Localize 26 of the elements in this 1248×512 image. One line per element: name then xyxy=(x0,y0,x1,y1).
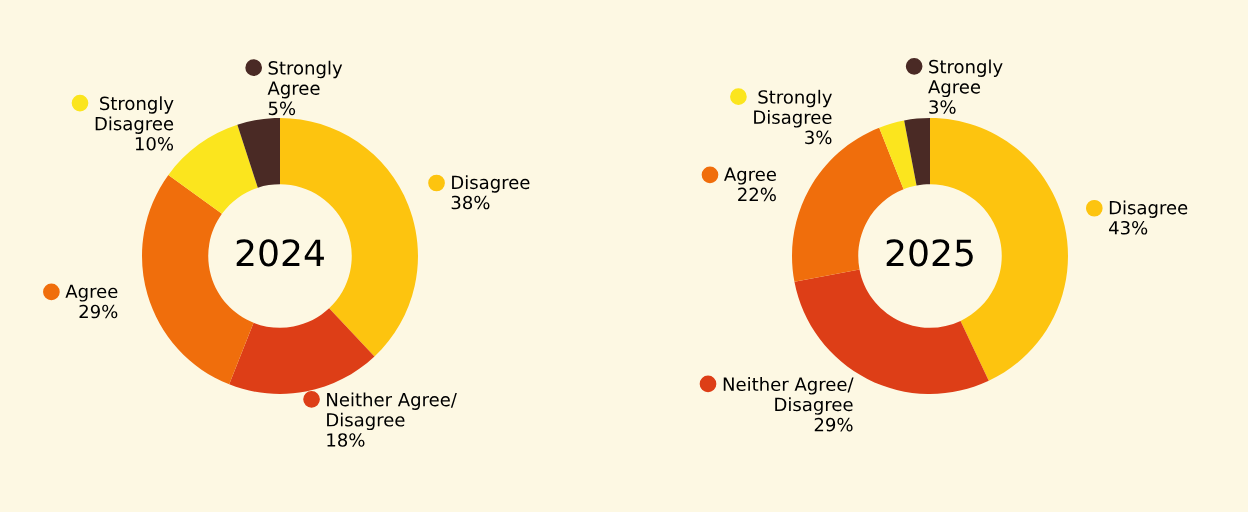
data-label: 29% xyxy=(79,304,118,319)
data-label: 38% xyxy=(451,195,490,210)
legend-label: Strongly Disagree xyxy=(95,96,174,134)
donut-slice xyxy=(879,120,917,190)
data-label: 5% xyxy=(268,101,296,116)
donut-slice xyxy=(237,118,280,188)
legend-label: Neither Agree/ Disagree xyxy=(723,377,854,415)
legend-label: Disagree xyxy=(1109,200,1188,218)
legend-label: Agree xyxy=(724,167,776,185)
donut-slice xyxy=(904,118,930,186)
legend-label: Disagree xyxy=(452,175,530,193)
text: 2024 xyxy=(236,239,324,267)
data-label: 18% xyxy=(327,433,365,447)
data-label: 3% xyxy=(805,130,832,145)
data-label: 3% xyxy=(929,100,956,114)
data-label: 43% xyxy=(1108,220,1148,235)
data-label: 22% xyxy=(738,187,776,202)
text: 2025 xyxy=(886,239,973,267)
legend-label: Agree xyxy=(65,284,118,302)
data-label: 10% xyxy=(135,136,174,151)
legend-label: Neither Agree/ Disagree xyxy=(327,392,457,431)
legend-label: Strongly Agree xyxy=(267,60,343,99)
data-label: 29% xyxy=(814,417,853,432)
donut-slice xyxy=(794,269,989,394)
legend-label: Strongly Agree xyxy=(928,59,1003,98)
legend-label: Strongly Disagree xyxy=(754,89,832,128)
